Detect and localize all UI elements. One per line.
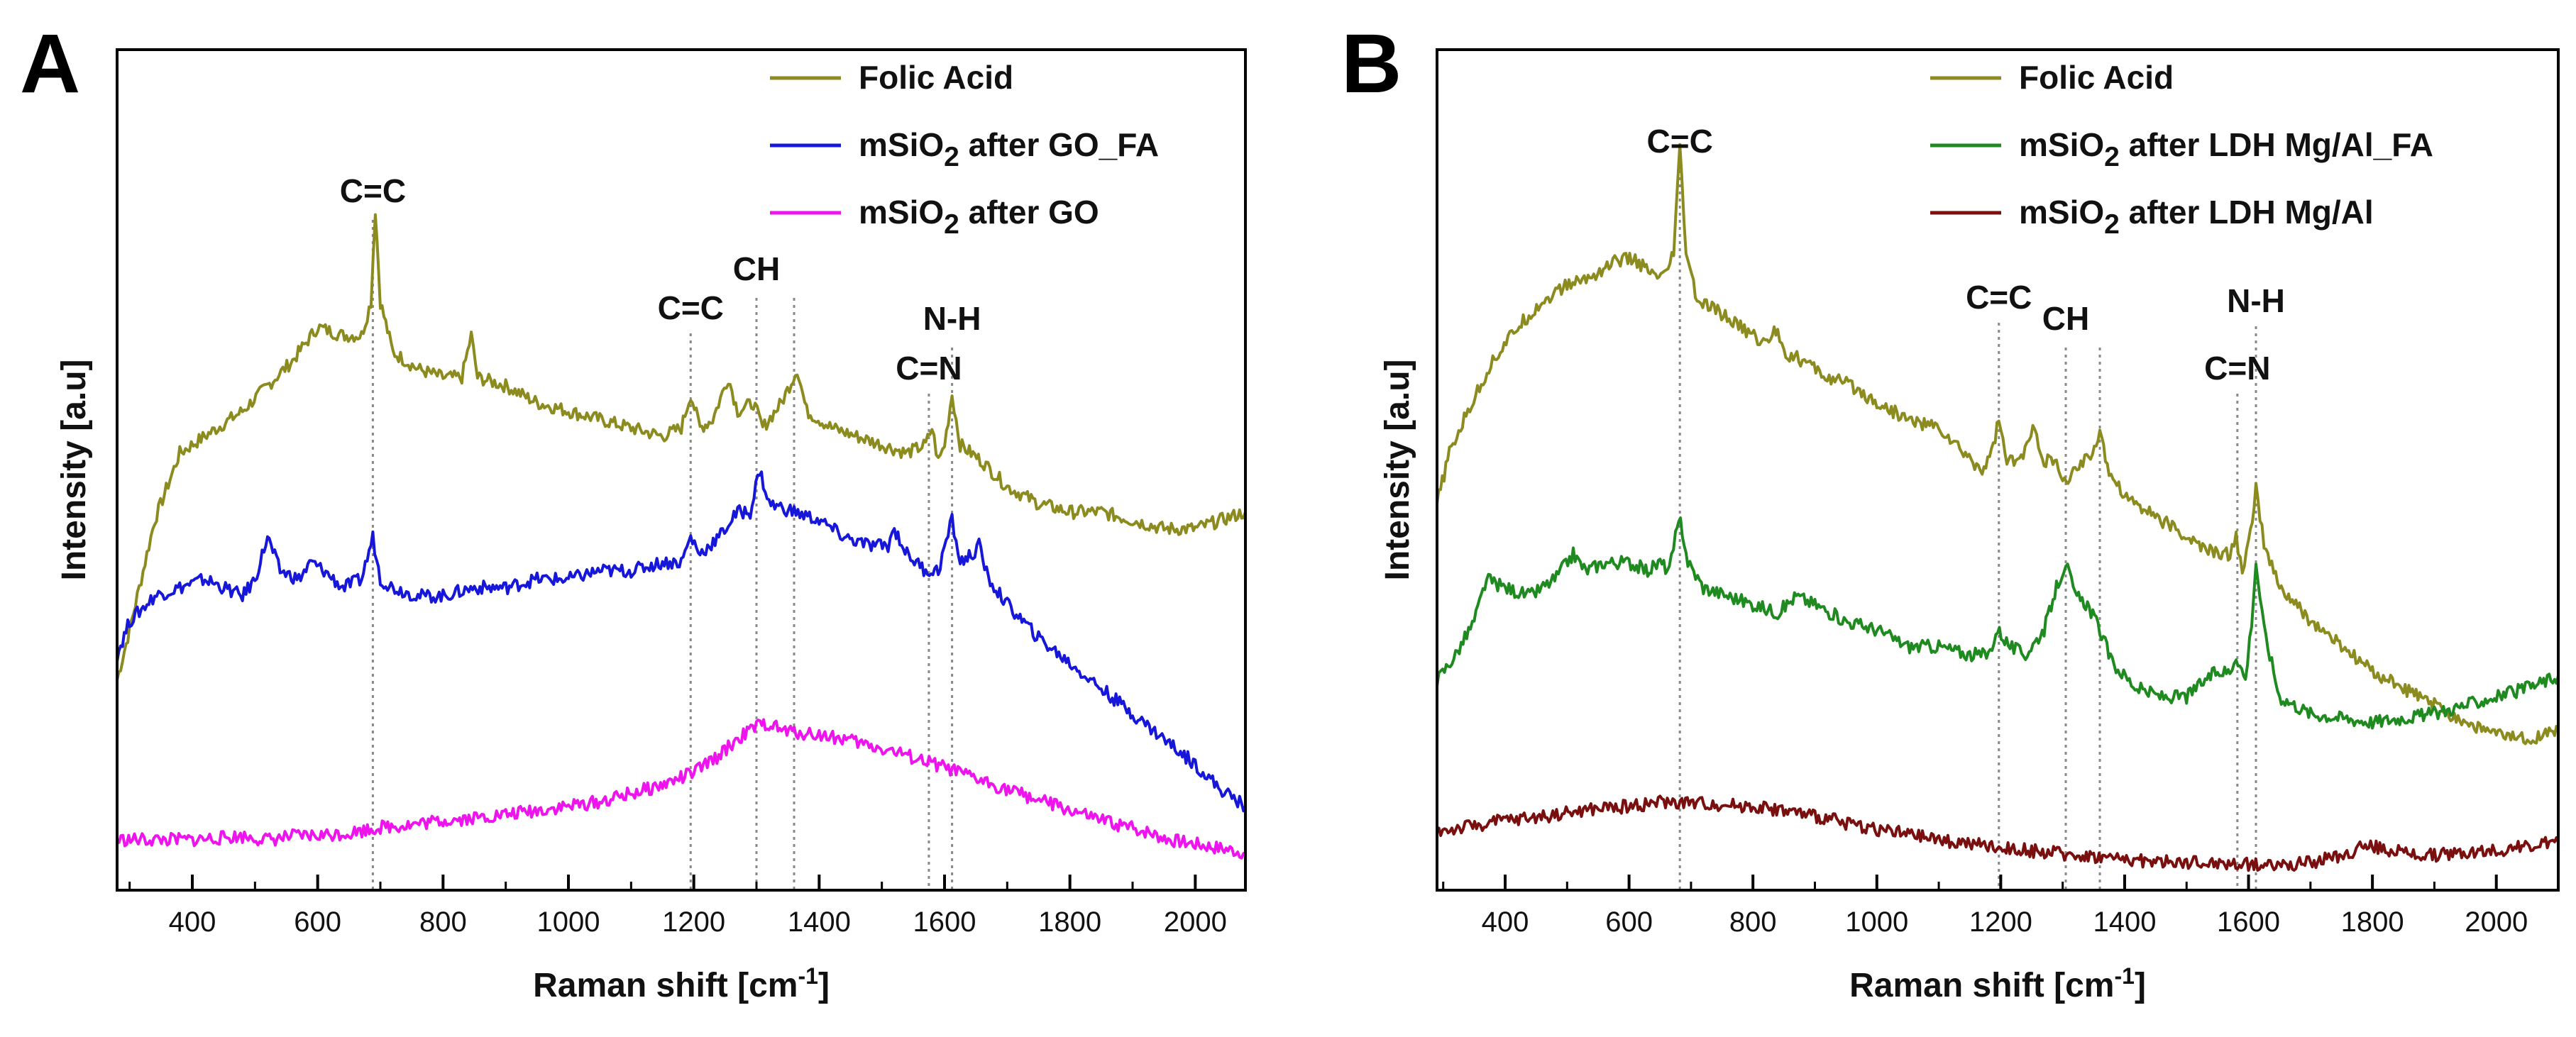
legend-label: mSiO2 after LDH Mg/Al_FA [2019,126,2433,172]
panel-label: B [1341,17,1402,111]
x-tick-label: 1200 [1969,906,2032,938]
x-tick-label: 600 [1605,906,1653,938]
x-tick-label: 1800 [2341,906,2404,938]
peak-annotation: CH [2042,300,2089,337]
panel-label: A [20,17,80,111]
chart-panel-b: B 400 600 800 1000 1200 1400 1600 1800 2000 Raman … [1341,17,2560,1004]
series-line-0 [116,213,1247,681]
series-line-1 [1436,516,2560,730]
peak-annotation: N-H [923,300,981,337]
x-axis-label: Raman shift [cm-1] [533,963,830,1004]
peak-annotation: N-H [2227,282,2285,319]
plot-frame [1436,48,2560,892]
x-tick-label: 2000 [2465,906,2528,938]
peak-annotation: C=C [658,289,724,326]
x-tick-label: 1000 [537,906,600,938]
legend-label: Folic Acid [2019,59,2174,96]
series-line-2 [116,718,1246,860]
x-tick-label: 1600 [913,906,976,938]
x-tick-label: 800 [419,906,467,938]
legend-label: Folic Acid [859,59,1013,96]
plot-frame [116,48,1247,892]
x-tick-label: 400 [1482,906,1529,938]
chart-panel-a: A 400 600 800 1000 1200 1400 1600 1800 2000 Raman … [20,17,1247,1004]
x-tick-label: 600 [294,906,341,938]
x-tick-label: 1000 [1845,906,1908,938]
peak-annotation: C=C [340,172,406,209]
x-tick-label: 1400 [2093,906,2156,938]
x-tick-label: 800 [1729,906,1777,938]
x-tick-label: 1800 [1038,906,1101,938]
series-line-1 [116,470,1247,813]
peak-annotation: C=C [1966,279,2032,316]
x-axis-label: Raman shift [cm-1] [1849,963,2146,1004]
x-tick-label: 1200 [662,906,725,938]
peak-annotation: C=N [2204,350,2270,387]
peak-annotation: C=N [896,350,962,387]
legend-label: mSiO2 after GO_FA [859,126,1159,172]
series-line-2 [1436,794,2560,872]
y-axis-label: Intensity [a.u] [55,359,93,580]
x-tick-label: 1400 [788,906,851,938]
x-tick-label: 1600 [2217,906,2280,938]
peak-annotation: C=C [1647,123,1713,160]
series-line-0 [1436,143,2560,745]
peak-annotation: CH [733,250,780,287]
legend-label: mSiO2 after LDH Mg/Al [2019,194,2374,240]
y-axis-label: Intensity [a.u] [1379,359,1416,580]
legend-label: mSiO2 after GO [859,194,1099,240]
x-tick-label: 400 [169,906,216,938]
x-tick-label: 2000 [1164,906,1227,938]
